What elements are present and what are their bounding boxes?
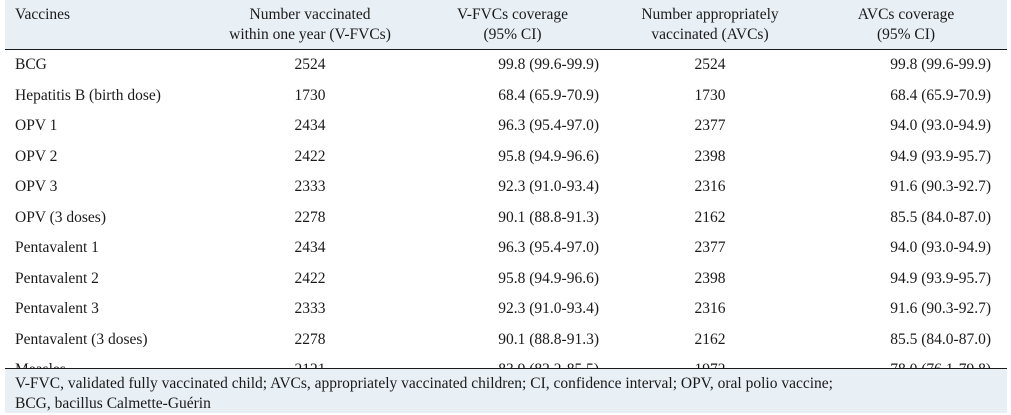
header-number-vaccinated: Number vaccinated within one year (V-FVC…: [210, 0, 410, 50]
cell-avc-number: 2398: [694, 269, 726, 287]
cell-vaccine: BCG: [15, 56, 47, 74]
cell-vfvc-number: 2422: [294, 269, 326, 287]
table-row: OPV 3 2333 92.3 (91.0-93.4) 2316 91.6 (9…: [5, 172, 1007, 203]
vaccination-coverage-table: Vaccines Number vaccinated within one ye…: [5, 0, 1007, 388]
table-row: BCG 2524 99.8 (99.6-99.9) 2524 99.8 (99.…: [5, 50, 1007, 81]
header-number-vaccinated-line1: Number vaccinated: [249, 6, 371, 23]
header-avc-coverage-line2: (95% CI): [876, 26, 936, 43]
cell-vaccine: Pentavalent 2: [15, 269, 99, 287]
cell-vfvc-coverage: 92.3 (91.0-93.4): [498, 300, 599, 318]
table-row: OPV (3 doses) 2278 90.1 (88.8-91.3) 2162…: [5, 203, 1007, 234]
header-avc-coverage-line1: AVCs coverage: [857, 6, 955, 23]
cell-vfvc-coverage: 90.1 (88.8-91.3): [498, 330, 599, 348]
cell-vfvc-coverage: 90.1 (88.8-91.3): [498, 208, 599, 226]
cell-avc-coverage: 85.5 (84.0-87.0): [890, 208, 991, 226]
table-footnote: V-FVC, validated fully vaccinated child;…: [5, 368, 1007, 413]
table-body: BCG 2524 99.8 (99.6-99.9) 2524 99.8 (99.…: [5, 50, 1007, 388]
header-vfvc-coverage-line1: V-FVCs coverage: [457, 6, 568, 23]
table-row: Pentavalent 2 2422 95.8 (94.9-96.6) 2398…: [5, 264, 1007, 295]
header-vfvc-coverage-line2: (95% CI): [483, 26, 542, 43]
cell-vfvc-number: 2278: [294, 330, 326, 348]
cell-vfvc-coverage: 68.4 (65.9-70.9): [498, 86, 599, 104]
table-row: Pentavalent 1 2434 96.3 (95.4-97.0) 2377…: [5, 233, 1007, 264]
header-vaccines: Vaccines: [5, 0, 210, 50]
cell-vaccine: Pentavalent 1: [15, 239, 99, 257]
cell-avc-coverage: 99.8 (99.6-99.9): [890, 56, 991, 74]
cell-avc-coverage: 68.4 (65.9-70.9): [890, 86, 991, 104]
header-vaccines-text: Vaccines: [15, 6, 71, 23]
header-avc-coverage: AVCs coverage (95% CI): [805, 0, 1007, 50]
cell-avc-coverage: 85.5 (84.0-87.0): [890, 330, 991, 348]
cell-avc-coverage: 91.6 (90.3-92.7): [890, 178, 991, 196]
cell-avc-coverage: 94.0 (93.0-94.9): [890, 239, 991, 257]
cell-vaccine: Hepatitis B (birth dose): [15, 86, 161, 104]
header-number-vaccinated-line2: within one year (V-FVCs): [229, 26, 391, 43]
cell-avc-number: 2316: [694, 178, 726, 196]
cell-vaccine: OPV 1: [15, 117, 58, 135]
cell-vaccine: OPV 3: [15, 178, 58, 196]
cell-vfvc-coverage: 96.3 (95.4-97.0): [498, 117, 599, 135]
table-row: Pentavalent 3 2333 92.3 (91.0-93.4) 2316…: [5, 294, 1007, 325]
cell-avc-coverage: 91.6 (90.3-92.7): [890, 300, 991, 318]
cell-vfvc-coverage: 95.8 (94.9-96.6): [498, 269, 599, 287]
cell-vfvc-coverage: 96.3 (95.4-97.0): [498, 239, 599, 257]
header-number-appropriately-line2: vaccinated (AVCs): [651, 26, 769, 43]
cell-avc-number: 2377: [694, 117, 726, 135]
table-row: OPV 2 2422 95.8 (94.9-96.6) 2398 94.9 (9…: [5, 142, 1007, 173]
cell-avc-number: 2377: [694, 239, 726, 257]
table-header: Vaccines Number vaccinated within one ye…: [5, 0, 1007, 50]
cell-vfvc-coverage: 95.8 (94.9-96.6): [498, 147, 599, 165]
cell-avc-coverage: 94.0 (93.0-94.9): [890, 117, 991, 135]
header-vfvc-coverage: V-FVCs coverage (95% CI): [410, 0, 615, 50]
table-row: Pentavalent (3 doses) 2278 90.1 (88.8-91…: [5, 325, 1007, 356]
cell-vaccine: OPV (3 doses): [15, 208, 106, 226]
cell-avc-number: 2524: [694, 56, 726, 74]
header-number-appropriately: Number appropriately vaccinated (AVCs): [615, 0, 805, 50]
cell-vfvc-number: 2278: [294, 208, 326, 226]
cell-avc-coverage: 94.9 (93.9-95.7): [890, 269, 991, 287]
cell-avc-number: 2162: [694, 330, 726, 348]
cell-vfvc-number: 1730: [294, 86, 326, 104]
footnote-line1: V-FVC, validated fully vaccinated child;…: [15, 375, 833, 392]
footnote-line2: BCG, bacillus Calmette-Guérin: [15, 395, 211, 412]
cell-vaccine: Pentavalent (3 doses): [15, 330, 148, 348]
table-row: Hepatitis B (birth dose) 1730 68.4 (65.9…: [5, 81, 1007, 112]
cell-avc-number: 2398: [694, 147, 726, 165]
cell-vaccine: OPV 2: [15, 147, 58, 165]
header-row: Vaccines Number vaccinated within one ye…: [5, 0, 1007, 50]
cell-vfvc-number: 2524: [294, 56, 326, 74]
table-row: OPV 1 2434 96.3 (95.4-97.0) 2377 94.0 (9…: [5, 111, 1007, 142]
cell-vaccine: Pentavalent 3: [15, 300, 99, 318]
cell-avc-number: 2162: [694, 208, 726, 226]
cell-vfvc-number: 2422: [294, 147, 326, 165]
cell-avc-number: 1730: [694, 86, 726, 104]
cell-vfvc-number: 2434: [294, 239, 326, 257]
cell-avc-coverage: 94.9 (93.9-95.7): [890, 147, 991, 165]
header-number-appropriately-line1: Number appropriately: [641, 6, 779, 23]
cell-vfvc-coverage: 92.3 (91.0-93.4): [498, 178, 599, 196]
cell-vfvc-coverage: 99.8 (99.6-99.9): [498, 56, 599, 74]
cell-vfvc-number: 2434: [294, 117, 326, 135]
cell-vfvc-number: 2333: [294, 178, 326, 196]
cell-vfvc-number: 2333: [294, 300, 326, 318]
cell-avc-number: 2316: [694, 300, 726, 318]
